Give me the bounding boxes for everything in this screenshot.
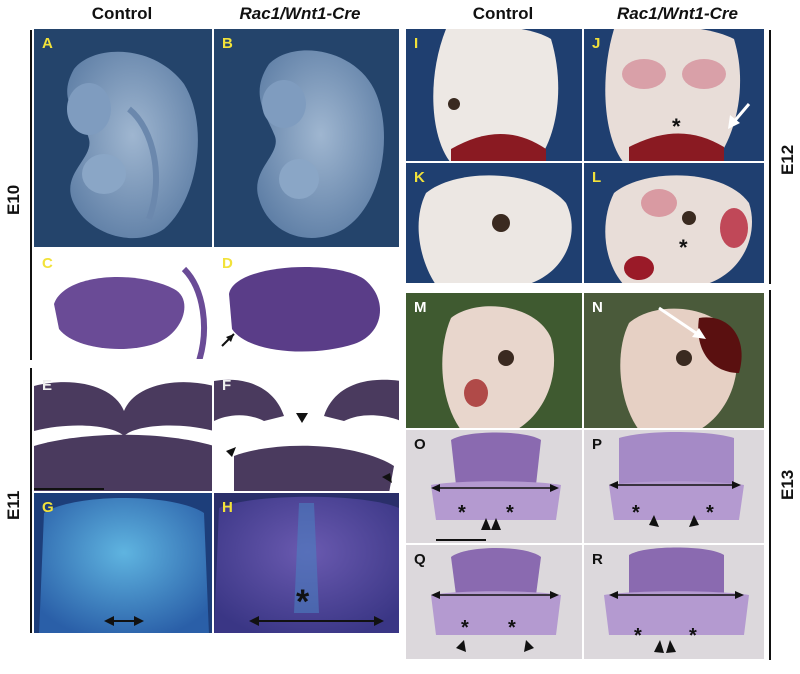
panel-i-control-e12-front: I (405, 28, 583, 162)
panel-n-mutant-e13: N (583, 292, 765, 429)
e13-bracket (769, 290, 771, 660)
panel-label-r: R (592, 551, 603, 568)
stage-label-e11: E11 (4, 490, 23, 520)
stage-label-e13: E13 (778, 469, 797, 500)
panel-r-mutant-section-2: R * * (583, 544, 765, 660)
header-left-mutant: Rac1/Wnt1-Cre (239, 4, 361, 23)
panel-j-mutant-e12-front: J * (583, 28, 765, 162)
panel-l-mutant-e12-side: L * (583, 162, 765, 284)
panel-m-control-e13: M (405, 292, 583, 429)
panel-label-g: G (42, 499, 54, 516)
panel-label-j: J (592, 35, 601, 52)
asterisk-o-right: * (506, 502, 514, 524)
section-image-f (214, 379, 399, 491)
panel-label-o: O (414, 436, 426, 453)
panel-e-control-section: E (33, 370, 213, 492)
panel-b-mutant-embryo: B (213, 28, 400, 248)
header-right-mutant: Rac1/Wnt1-Cre (617, 4, 738, 23)
panel-k-control-e12-side: K (405, 162, 583, 284)
asterisk-o-left: * (458, 502, 466, 524)
embryo-image-j (605, 29, 751, 161)
asterisk-p-right: * (706, 502, 714, 524)
asterisk-q-left: * (461, 617, 469, 639)
panel-label-a: A (42, 35, 53, 52)
panel-label-i: I (414, 35, 419, 52)
panel-label-c: C (42, 255, 53, 272)
panel-f-mutant-section: F (213, 370, 400, 492)
panel-a-control-embryo: A (33, 28, 213, 248)
e12-bracket (769, 30, 771, 284)
embryo-image-i (433, 29, 559, 161)
panel-q-control-section-2: Q * * (405, 544, 583, 660)
panel-o-control-section-1: O * * (405, 429, 583, 544)
embryo-image-m (442, 306, 555, 428)
embryo-image-a (67, 51, 198, 239)
embryo-image-k (418, 175, 572, 283)
asterisk-r-right: * (689, 625, 697, 647)
header-right-control: Control (472, 4, 534, 23)
header-left-control: Control (91, 4, 153, 23)
panel-label-f: F (222, 377, 232, 394)
section-image-p (609, 432, 744, 527)
section-image-q (431, 548, 561, 652)
panel-label-m: M (414, 299, 427, 316)
face-image-h (214, 496, 399, 633)
stage-label-e12: E12 (778, 144, 797, 175)
panel-label-p: P (592, 436, 603, 453)
panel-label-k: K (414, 169, 425, 186)
asterisk-h: * (296, 583, 310, 621)
panel-label-q: Q (414, 551, 426, 568)
embryo-image-l (605, 175, 752, 283)
asterisk-l: * (679, 235, 688, 260)
section-image-e (34, 382, 212, 491)
embryo-image-b (257, 50, 384, 238)
panel-label-l: L (592, 169, 602, 186)
asterisk-p-left: * (632, 502, 640, 524)
histology-image-c (54, 266, 207, 359)
panel-label-h: H (222, 499, 233, 516)
panel-g-control-face: G (33, 492, 213, 634)
panel-label-d: D (222, 255, 233, 272)
face-image-g (39, 498, 209, 633)
panel-h-mutant-face: H * (213, 492, 400, 634)
asterisk-j: * (672, 114, 681, 139)
panel-label-b: B (222, 35, 233, 52)
panel-label-e: E (42, 377, 53, 394)
histology-image-d (221, 267, 381, 352)
panel-d-mutant-histology: D (213, 248, 400, 360)
embryo-image-n (620, 306, 742, 428)
section-image-r (604, 547, 749, 653)
stage-label-e10: E10 (4, 184, 23, 215)
panel-c-control-histology: C (33, 248, 213, 360)
panel-p-mutant-section-1: P * * (583, 429, 765, 544)
e10-bracket (30, 30, 32, 360)
e11-bracket (30, 368, 32, 633)
panel-label-n: N (592, 299, 603, 316)
asterisk-q-right: * (508, 617, 516, 639)
asterisk-r-left: * (634, 625, 642, 647)
section-image-o (431, 432, 561, 541)
